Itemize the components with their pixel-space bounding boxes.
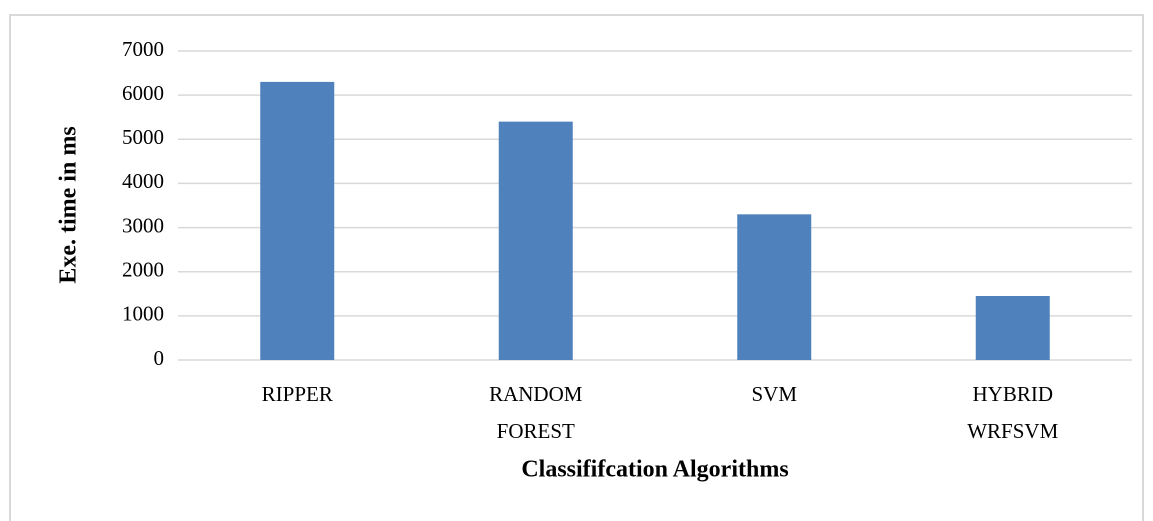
x-tick-label: HYBRID WRFSVM bbox=[967, 382, 1059, 443]
x-axis-title: Classififcation Algorithms bbox=[521, 457, 788, 483]
y-tick-label: 3000 bbox=[122, 213, 164, 237]
y-tick-label: 1000 bbox=[122, 302, 164, 326]
y-tick-label: 5000 bbox=[122, 125, 164, 149]
chart-border bbox=[9, 14, 1144, 521]
x-tick-label: RIPPER bbox=[261, 382, 333, 406]
y-axis-title: Exe. time in ms bbox=[56, 126, 82, 283]
y-tick-label: 7000 bbox=[122, 37, 164, 61]
bar bbox=[498, 121, 573, 360]
y-tick-label: 4000 bbox=[122, 169, 164, 193]
bar bbox=[975, 295, 1050, 360]
y-tick-label: 0 bbox=[154, 346, 165, 370]
bar bbox=[260, 81, 335, 361]
y-tick-label: 6000 bbox=[122, 81, 164, 105]
x-tick-label: SVM bbox=[751, 382, 798, 406]
x-tick-label: RANDOM FOREST bbox=[489, 382, 583, 443]
bar bbox=[737, 214, 812, 360]
y-tick-label: 2000 bbox=[122, 258, 164, 282]
